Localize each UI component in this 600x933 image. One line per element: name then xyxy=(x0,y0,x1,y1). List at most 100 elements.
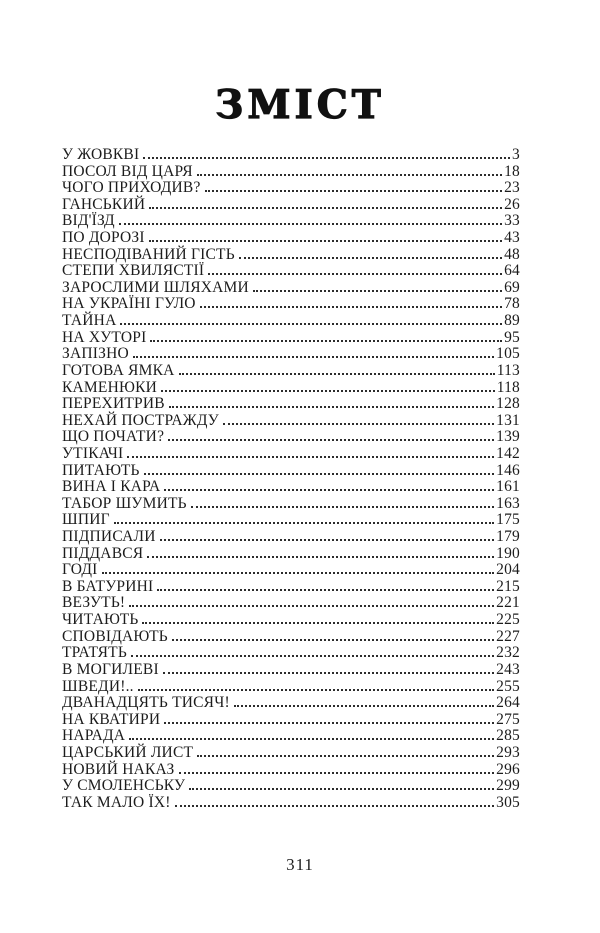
page-number: 311 xyxy=(286,855,314,874)
toc-row: ДВАНАДЦЯТЬ ТИСЯЧ! 264 xyxy=(62,694,520,712)
toc-row: ЧИТАЮТЬ 225 xyxy=(62,611,520,629)
toc-row: ШВЕДИ!.. 255 xyxy=(62,677,520,696)
toc-entry-page: 33 xyxy=(504,212,520,230)
dot-leader xyxy=(208,273,503,276)
toc-row: НЕСПОДІВАНИЙ ГІСТЬ 48 xyxy=(62,245,520,264)
dot-leader xyxy=(120,323,503,326)
dot-leader xyxy=(168,439,495,442)
dot-leader xyxy=(129,738,495,741)
toc-entry-page: 299 xyxy=(496,777,520,795)
toc-entry-page: 69 xyxy=(504,278,520,296)
toc-entry-title: ШПИГ xyxy=(62,511,110,529)
toc-entry-page: 275 xyxy=(496,710,520,728)
toc-row: ТРАТЯТЬ 232 xyxy=(62,645,520,662)
toc-entry-title: ПЕРЕХИТРИВ xyxy=(62,395,165,413)
toc-entry-title: УТІКАЧІ xyxy=(62,444,124,462)
toc-row: ГОДІ 204 xyxy=(62,562,520,579)
toc-row: СПОВІДАЮТЬ 227 xyxy=(62,627,520,646)
dot-leader xyxy=(190,505,495,508)
toc-entry-title: НАРАДА xyxy=(62,727,126,745)
dot-leader xyxy=(132,356,495,359)
dot-leader xyxy=(164,489,495,492)
toc-row: ВИНА І КАРА 161 xyxy=(62,479,520,496)
toc-entry-page: 139 xyxy=(496,428,520,446)
toc-entry-page: 146 xyxy=(496,461,520,479)
toc-entry-title: СТЕПИ ХВИЛЯСТІЇ xyxy=(62,262,205,280)
toc-entry-page: 255 xyxy=(496,677,520,695)
toc-entry-page: 243 xyxy=(496,660,520,678)
toc-row: ШПИГ 175 xyxy=(62,512,520,529)
toc-entry-page: 48 xyxy=(504,245,520,263)
toc-entry-page: 221 xyxy=(496,594,520,612)
toc-row: ЗАРОСЛИМИ ШЛЯХАМИ 69 xyxy=(62,278,520,297)
toc-entry-title: НА УКРАЇНІ ГУЛО xyxy=(62,295,196,313)
dot-leader xyxy=(149,206,503,209)
toc-row: ГАНСЬКИЙ 26 xyxy=(62,195,520,214)
toc-entry-page: 296 xyxy=(496,760,520,778)
toc-row: ЗАПІЗНО 105 xyxy=(62,346,520,363)
toc-row: ПОСОЛ ВІД ЦАРЯ 18 xyxy=(62,162,520,181)
toc-entry-title: ЧИТАЮТЬ xyxy=(62,611,139,629)
toc-row: ЧОГО ПРИХОДИВ? 23 xyxy=(62,180,520,197)
dot-leader xyxy=(189,788,495,791)
toc-entry-page: 264 xyxy=(496,694,520,712)
toc-entry-title: ТРАТЯТЬ xyxy=(62,644,127,662)
toc-entry-page: 225 xyxy=(496,611,520,629)
toc-row: НЕХАЙ ПОСТРАЖДУ 131 xyxy=(62,412,520,430)
dot-leader xyxy=(143,472,495,475)
page-title: ЗМІСТ xyxy=(215,81,385,128)
dot-leader xyxy=(199,306,503,309)
toc-entry-title: В БАТУРИНІ xyxy=(62,577,154,595)
toc-entry-page: 3 xyxy=(512,146,520,163)
dot-leader xyxy=(101,572,495,575)
dot-leader xyxy=(127,455,495,458)
dot-leader xyxy=(233,705,495,708)
toc-entry-page: 18 xyxy=(504,162,520,180)
toc-entry-title: КАМЕНЮКИ xyxy=(62,378,158,396)
dot-leader xyxy=(252,289,503,292)
toc-row: ПЕРЕХИТРИВ 128 xyxy=(62,396,520,413)
toc-entry-title: ШВЕДИ!.. xyxy=(62,677,134,695)
toc-entry-page: 163 xyxy=(496,494,520,512)
dot-leader xyxy=(171,638,495,641)
toc-entry-title: ПІДДАВСЯ xyxy=(62,544,144,562)
toc-row: У СМОЛЕНСЬКУ 299 xyxy=(62,778,520,795)
toc-entry-page: 161 xyxy=(496,478,520,496)
dot-leader xyxy=(161,389,495,392)
dot-leader xyxy=(150,339,503,342)
toc-entry-title: ВЕЗУТЬ! xyxy=(62,594,126,612)
toc-row: ТАЙНА 89 xyxy=(62,312,520,330)
toc-entry-title: ЦАРСЬКИЙ ЛИСТ xyxy=(62,743,194,761)
dot-leader xyxy=(147,555,495,558)
toc-entry-page: 179 xyxy=(496,528,520,546)
toc-row: ПІДПИСАЛИ 179 xyxy=(62,528,520,546)
dot-leader xyxy=(130,655,495,658)
toc-entry-page: 227 xyxy=(496,627,520,645)
toc-entry-page: 215 xyxy=(496,577,520,595)
dot-leader xyxy=(148,240,503,243)
toc-entry-title: ПО ДОРОЗІ xyxy=(62,229,145,247)
toc-entry-title: НА ХУТОРІ xyxy=(62,328,147,346)
toc-entry-title: ТАЙНА xyxy=(62,312,117,330)
dot-leader xyxy=(178,771,495,774)
toc-entry-page: 204 xyxy=(496,561,520,579)
toc-row: ВІД'ЇЗД 33 xyxy=(62,213,520,230)
toc-entry-title: ВІД'ЇЗД xyxy=(62,212,115,230)
toc-row: ГОТОВА ЯМКА 113 xyxy=(62,362,520,380)
dot-leader xyxy=(137,688,495,691)
toc-entry-page: 78 xyxy=(504,295,520,313)
toc-entry-title: У ЖОВКВІ xyxy=(62,146,140,163)
toc-entry-title: ДВАНАДЦЯТЬ ТИСЯЧ! xyxy=(62,694,230,712)
toc-entry-title: ПОСОЛ ВІД ЦАРЯ xyxy=(62,162,193,180)
toc-entry-page: 190 xyxy=(496,544,520,562)
dot-leader xyxy=(162,671,495,674)
dot-leader xyxy=(157,588,495,591)
dot-leader xyxy=(204,190,503,193)
toc-row: В МОГИЛЕВІ 243 xyxy=(62,660,520,679)
toc-entry-title: ГАНСЬКИЙ xyxy=(62,195,146,213)
toc-entry-title: ЗАПІЗНО xyxy=(62,345,129,363)
toc-entry-page: 142 xyxy=(496,444,520,462)
toc-entry-title: ЧОГО ПРИХОДИВ? xyxy=(62,179,201,197)
toc-entry-title: НОВИЙ НАКАЗ xyxy=(62,760,175,778)
toc-entry-page: 293 xyxy=(496,743,520,761)
